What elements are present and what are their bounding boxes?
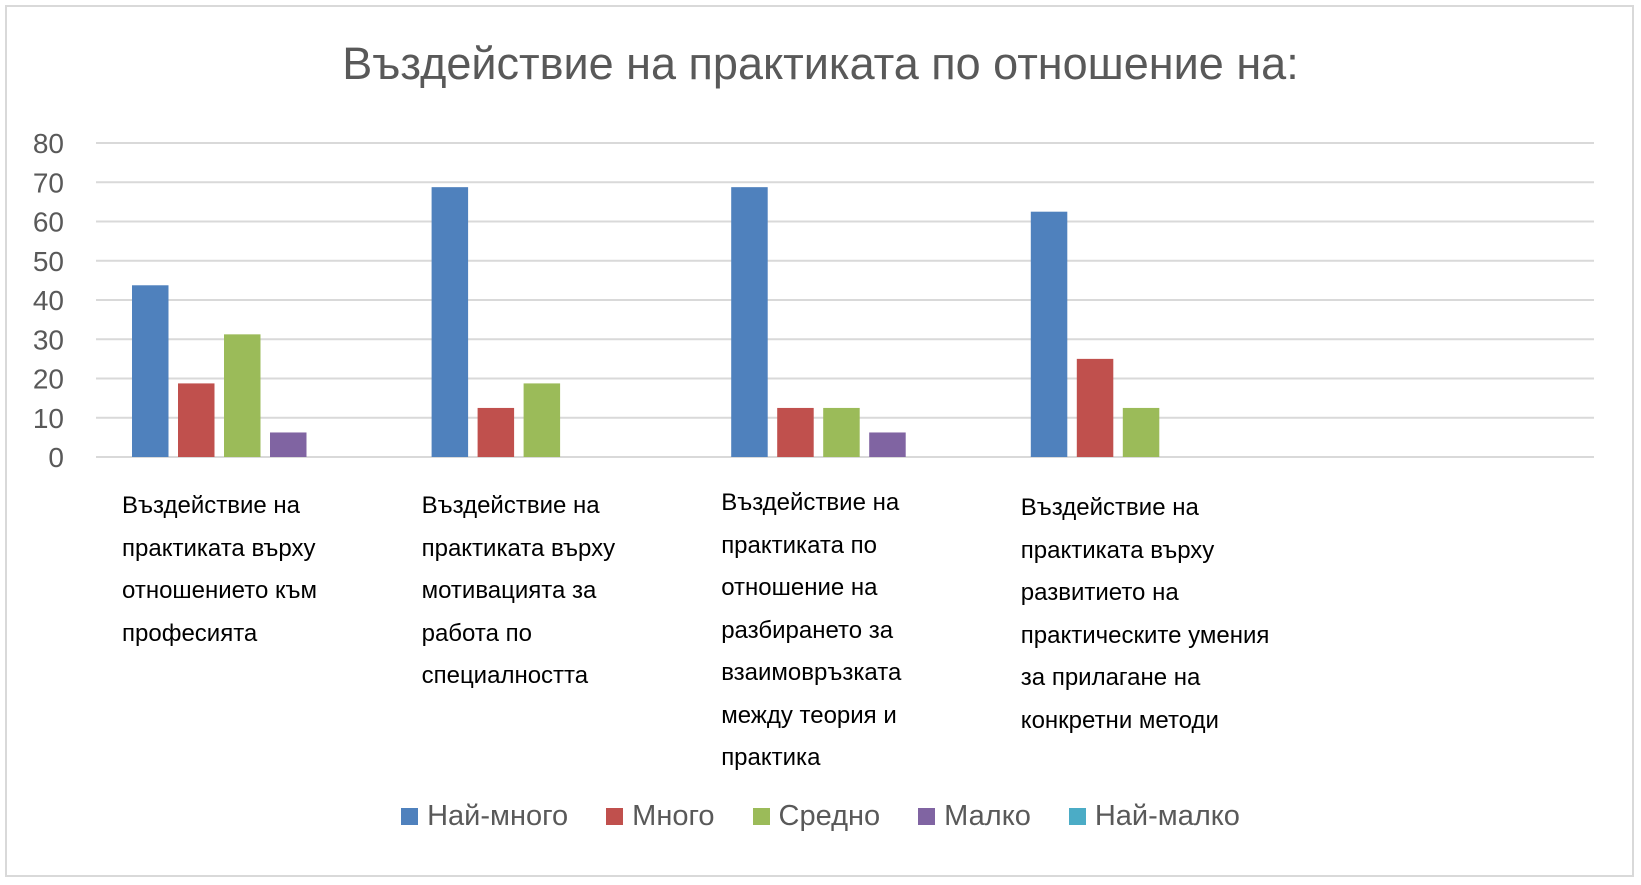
y-tick-label: 0 [48, 442, 64, 473]
y-tick-label: 80 [33, 128, 64, 159]
legend-item: Средно [752, 800, 881, 833]
x-tick-label: Въздействие на практиката върху отношени… [122, 492, 317, 647]
legend-item: Много [606, 800, 715, 833]
y-tick-label: 40 [33, 285, 64, 316]
chart-legend: Най-много Много Средно Малко Най-малко [0, 800, 1641, 833]
x-tick-label: Въздействие на практиката върху развитие… [1020, 494, 1270, 734]
bar-2-1 [523, 383, 561, 457]
bar-1-0 [178, 383, 215, 457]
chart-title: Въздействие на практиката по отношение н… [342, 38, 1299, 89]
bar-0-1 [431, 187, 469, 457]
bar-1-2 [777, 407, 814, 457]
y-tick-label: 10 [33, 403, 64, 434]
legend-label: Малко [944, 800, 1031, 832]
bar-0-0 [132, 285, 169, 457]
y-tick-label: 30 [33, 324, 64, 355]
chart-frame [5, 5, 1634, 877]
bar-0-2 [731, 187, 768, 457]
y-tick-label: 70 [33, 167, 64, 198]
bar-2-3 [1122, 407, 1160, 457]
bar-2-0 [224, 334, 261, 457]
legend-swatch [606, 808, 624, 825]
bar-3-0 [270, 432, 307, 457]
legend-swatch [918, 808, 936, 825]
legend-item: Най-много [401, 800, 568, 833]
legend-label: Средно [778, 800, 881, 832]
x-tick-label: Въздействие на практиката по отношение н… [721, 489, 902, 771]
legend-label: Много [632, 800, 715, 832]
legend-swatch [752, 808, 770, 825]
legend-swatch [1068, 808, 1086, 825]
bar-0-3 [1030, 211, 1068, 457]
bar-1-1 [477, 407, 515, 457]
legend-swatch [401, 808, 419, 825]
y-tick-label: 50 [33, 246, 64, 277]
x-tick-label: Въздействие на практиката върху мотиваци… [421, 492, 616, 689]
y-tick-label: 60 [33, 207, 64, 238]
bar-2-2 [823, 407, 860, 457]
legend-item: Малко [918, 800, 1031, 833]
legend-label: Най-много [427, 800, 569, 832]
legend-item: Най-малко [1068, 800, 1240, 833]
y-tick-label: 20 [33, 364, 64, 395]
bar-1-3 [1076, 358, 1114, 457]
bar-3-2 [869, 432, 906, 457]
legend-label: Най-малко [1094, 800, 1240, 832]
